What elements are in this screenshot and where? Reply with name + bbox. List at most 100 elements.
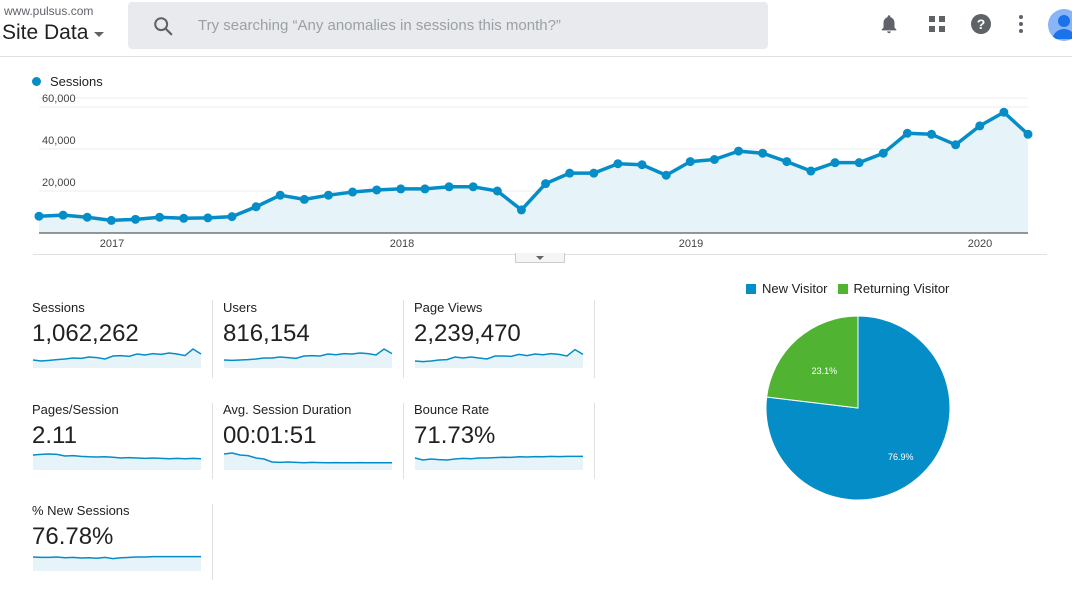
data-point[interactable] [58, 210, 68, 220]
search-input[interactable] [198, 17, 738, 34]
sparkline-area [415, 349, 583, 368]
more-vert-icon[interactable] [1009, 12, 1033, 36]
data-point[interactable] [299, 194, 309, 204]
tile-separator [212, 300, 213, 378]
legend-item-returning-visitor[interactable]: Returning Visitor [837, 281, 949, 296]
metric-tile-sessions[interactable]: Sessions 1,062,262 [32, 300, 212, 380]
metric-tile-new-sessions[interactable]: % New Sessions 76.78% [32, 503, 212, 583]
sparkline-area [224, 453, 392, 470]
sparkline-line [32, 348, 202, 362]
data-point[interactable] [613, 159, 623, 169]
data-point[interactable] [34, 211, 44, 221]
search-icon [154, 16, 173, 35]
data-point[interactable] [323, 190, 333, 200]
data-point[interactable] [830, 158, 840, 168]
account-name[interactable]: www.pulsus.com [4, 4, 94, 18]
data-point[interactable] [661, 170, 671, 180]
sparkline-line [414, 455, 583, 461]
data-point[interactable] [758, 148, 768, 158]
data-point[interactable] [179, 213, 189, 223]
metric-value: 00:01:51 [223, 422, 317, 449]
expand-chart-button[interactable] [515, 253, 565, 263]
data-point[interactable] [492, 186, 502, 196]
data-point[interactable] [372, 185, 382, 195]
data-point[interactable] [516, 205, 526, 215]
metric-name: Page Views [414, 300, 483, 315]
data-point[interactable] [589, 168, 599, 178]
chevron-down-icon [536, 255, 544, 260]
sparkline-line [32, 555, 201, 560]
visitor-pie-chart[interactable]: 76.9% 23.1% [760, 310, 956, 506]
metric-value: 816,154 [223, 320, 310, 347]
data-point[interactable] [106, 215, 116, 225]
data-point[interactable] [155, 212, 165, 222]
metric-tile-pages-per-session[interactable]: Pages/Session 2.11 [32, 402, 212, 482]
data-point[interactable] [203, 213, 213, 223]
data-point[interactable] [541, 179, 551, 189]
pie-slice-returning-visitor[interactable] [766, 315, 859, 409]
tile-separator [403, 300, 404, 378]
sparkline-line [32, 453, 202, 460]
data-point[interactable] [999, 107, 1009, 117]
data-point[interactable] [734, 146, 744, 156]
sessions-line-chart[interactable]: 20,000 40,000 60,000 2017 2018 2019 2020 [0, 62, 1072, 267]
metric-tile-avg-session-duration[interactable]: Avg. Session Duration 00:01:51 [223, 402, 403, 482]
sparkline [32, 348, 202, 368]
legend-swatch-new [746, 283, 756, 294]
data-point[interactable] [902, 128, 912, 138]
sparkline [414, 455, 583, 470]
data-point[interactable] [806, 166, 816, 176]
data-point[interactable] [444, 182, 454, 192]
data-point[interactable] [565, 168, 575, 178]
tile-separator [212, 403, 213, 479]
data-point[interactable] [951, 140, 961, 150]
data-point[interactable] [854, 158, 864, 168]
data-point[interactable] [130, 214, 140, 224]
apps-grid-icon[interactable] [925, 12, 949, 36]
metric-tile-page-views[interactable]: Page Views 2,239,470 [414, 300, 594, 380]
metric-name: % New Sessions [32, 503, 130, 518]
metric-value: 71.73% [414, 422, 496, 449]
sparkline-area [224, 349, 392, 368]
sparkline-area [33, 349, 201, 368]
data-point[interactable] [468, 182, 478, 192]
property-selector[interactable]: Site Data [2, 21, 105, 45]
legend-item-new-visitor[interactable]: New Visitor [746, 281, 828, 296]
tile-separator [594, 300, 595, 378]
data-point[interactable] [396, 184, 406, 194]
data-point[interactable] [227, 212, 237, 222]
data-point[interactable] [782, 157, 792, 167]
svg-text:?: ? [977, 16, 986, 32]
sparkline [32, 453, 202, 470]
data-point[interactable] [709, 155, 719, 164]
sparkline [223, 452, 392, 470]
data-point[interactable] [420, 184, 430, 194]
data-point[interactable] [82, 212, 92, 222]
search-bar[interactable] [128, 2, 768, 49]
data-point[interactable] [348, 187, 358, 197]
avatar-icon[interactable] [1048, 9, 1072, 41]
sparkline-line [414, 348, 584, 363]
data-point[interactable] [275, 190, 285, 200]
sessions-legend-dot [32, 77, 41, 86]
property-name: Site Data [2, 21, 89, 44]
data-point[interactable] [637, 160, 647, 170]
tile-separator [212, 504, 213, 580]
metric-tile-users[interactable]: Users 816,154 [223, 300, 403, 380]
data-point[interactable] [927, 129, 937, 139]
chart-legend[interactable]: Sessions [32, 74, 103, 89]
help-icon[interactable]: ? [969, 12, 993, 36]
metric-name: Bounce Rate [414, 402, 490, 417]
pie-legend: New Visitor Returning Visitor [746, 281, 959, 296]
x-tick-label: 2019 [679, 238, 703, 250]
pie-slice-label: 23.1% [812, 366, 838, 376]
data-point[interactable] [685, 157, 695, 167]
data-point[interactable] [975, 121, 985, 131]
metric-value: 76.78% [32, 523, 114, 550]
data-point[interactable] [1023, 129, 1033, 139]
data-point[interactable] [878, 148, 888, 158]
metric-tile-bounce-rate[interactable]: Bounce Rate 71.73% [414, 402, 594, 482]
data-point[interactable] [251, 202, 261, 212]
top-header: www.pulsus.com Site Data ? [0, 0, 1072, 57]
notifications-icon[interactable] [877, 12, 901, 36]
